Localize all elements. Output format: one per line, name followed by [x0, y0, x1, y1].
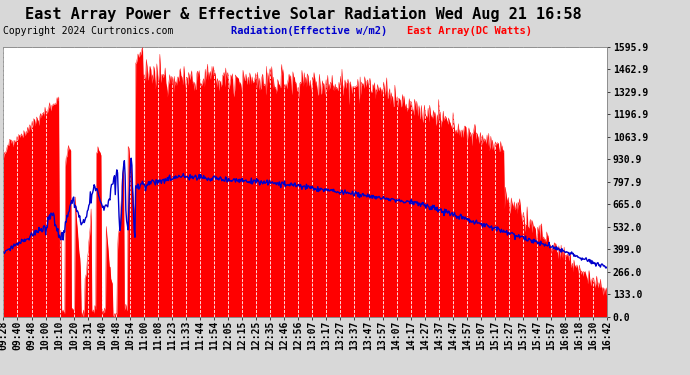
Text: East Array Power & Effective Solar Radiation Wed Aug 21 16:58: East Array Power & Effective Solar Radia…	[26, 6, 582, 22]
Text: Radiation(Effective w/m2): Radiation(Effective w/m2)	[231, 26, 387, 36]
Text: East Array(DC Watts): East Array(DC Watts)	[407, 26, 532, 36]
Text: Copyright 2024 Curtronics.com: Copyright 2024 Curtronics.com	[3, 26, 174, 36]
